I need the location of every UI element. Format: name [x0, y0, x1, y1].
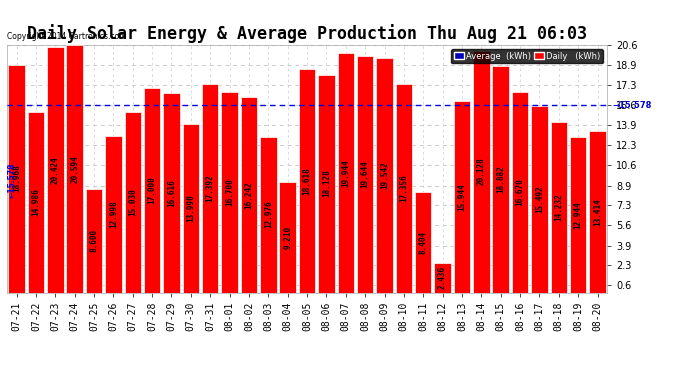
Text: 16.670: 16.670	[515, 178, 524, 206]
Bar	[570, 137, 586, 292]
Text: 14.986: 14.986	[32, 189, 41, 216]
Text: ←15.578: ←15.578	[8, 162, 17, 198]
Text: 18.882: 18.882	[496, 165, 505, 193]
Bar	[279, 182, 296, 292]
Text: 9.210: 9.210	[283, 226, 292, 249]
Text: 15.030: 15.030	[128, 188, 137, 216]
Bar	[473, 51, 490, 292]
Bar	[124, 112, 141, 292]
Text: 2.436: 2.436	[438, 266, 447, 290]
Bar	[28, 112, 44, 292]
Bar	[415, 192, 431, 292]
Bar	[454, 101, 470, 292]
Bar	[299, 69, 315, 292]
Title: Daily Solar Energy & Average Production Thu Aug 21 06:03: Daily Solar Energy & Average Production …	[27, 24, 587, 44]
Bar	[337, 53, 354, 292]
Text: 15.944: 15.944	[457, 183, 466, 211]
Bar	[531, 106, 548, 292]
Bar	[241, 98, 257, 292]
Bar	[183, 124, 199, 292]
Text: Copyright 2014 Cartronics.com: Copyright 2014 Cartronics.com	[7, 32, 126, 41]
Text: 19.944: 19.944	[342, 159, 351, 187]
Bar	[318, 75, 335, 292]
Text: 13.414: 13.414	[593, 198, 602, 226]
Bar	[493, 66, 509, 292]
Text: 19.542: 19.542	[380, 161, 389, 189]
Text: 20.424: 20.424	[51, 156, 60, 184]
Bar	[589, 131, 606, 292]
Text: 12.944: 12.944	[573, 201, 582, 229]
Bar	[164, 93, 179, 292]
Bar	[86, 189, 102, 292]
Legend: Average  (kWh), Daily   (kWh): Average (kWh), Daily (kWh)	[451, 49, 603, 63]
Text: 18.128: 18.128	[322, 170, 331, 198]
Text: →15.578: →15.578	[613, 101, 652, 110]
Bar	[66, 45, 83, 292]
Text: 12.998: 12.998	[109, 201, 118, 228]
Bar	[551, 122, 567, 292]
Bar	[376, 58, 393, 292]
Bar	[435, 263, 451, 292]
Bar	[105, 136, 121, 292]
Text: 13.990: 13.990	[186, 195, 195, 222]
Text: 19.644: 19.644	[361, 160, 370, 188]
Bar	[512, 92, 529, 292]
Text: 8.600: 8.600	[90, 229, 99, 252]
Text: 20.594: 20.594	[70, 155, 79, 183]
Text: 18.968: 18.968	[12, 165, 21, 192]
Text: 18.618: 18.618	[302, 167, 312, 195]
Bar	[395, 84, 412, 292]
Text: 17.000: 17.000	[148, 177, 157, 204]
Text: 17.356: 17.356	[400, 174, 408, 202]
Text: 15.492: 15.492	[535, 186, 544, 213]
Text: 16.700: 16.700	[225, 178, 234, 206]
Text: 12.976: 12.976	[264, 201, 273, 228]
Text: 20.128: 20.128	[477, 158, 486, 186]
Bar	[47, 47, 63, 292]
Bar	[144, 88, 160, 292]
Bar	[357, 57, 373, 292]
Text: 16.242: 16.242	[244, 181, 253, 209]
Text: 17.392: 17.392	[206, 174, 215, 202]
Bar	[221, 92, 238, 292]
Text: 8.404: 8.404	[419, 231, 428, 254]
Bar	[8, 64, 25, 292]
Text: 16.616: 16.616	[167, 179, 176, 207]
Bar	[260, 136, 277, 292]
Text: 14.232: 14.232	[554, 193, 563, 221]
Bar	[202, 84, 219, 292]
